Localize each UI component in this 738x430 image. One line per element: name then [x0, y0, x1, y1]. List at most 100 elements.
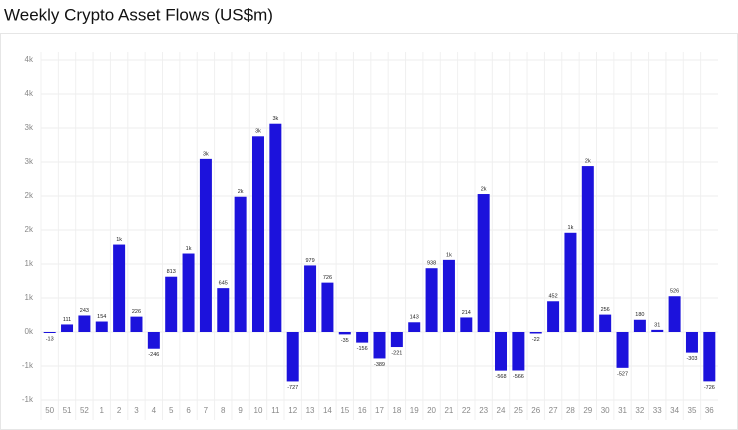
- data-label: -726: [704, 385, 715, 391]
- data-label: 979: [305, 258, 314, 264]
- data-label: -566: [513, 374, 524, 380]
- y-tick-label: 4k: [25, 89, 34, 98]
- data-label: 1k: [568, 225, 574, 231]
- x-tick-label: 14: [323, 406, 332, 415]
- x-tick-label: 30: [601, 406, 610, 415]
- x-tick-label: 50: [45, 406, 54, 415]
- data-label: -246: [148, 352, 159, 358]
- data-label: 214: [462, 310, 471, 316]
- x-tick-label: 7: [204, 406, 209, 415]
- y-tick-label: 1k: [25, 293, 34, 302]
- x-tick-label: 27: [549, 406, 558, 415]
- x-tick-label: 11: [271, 406, 280, 415]
- bar: [425, 268, 438, 332]
- bar: [703, 332, 716, 382]
- y-tick-label: 0k: [25, 327, 34, 336]
- x-tick-label: 20: [427, 406, 436, 415]
- data-label: 226: [132, 309, 141, 315]
- y-tick-label: -1k: [22, 395, 34, 404]
- data-label: -568: [496, 374, 507, 380]
- data-label: 938: [427, 261, 436, 267]
- data-label: 813: [167, 269, 176, 275]
- bar: [477, 194, 490, 332]
- data-label: -221: [391, 350, 402, 356]
- bar: [217, 288, 230, 332]
- x-tick-label: 35: [688, 406, 697, 415]
- bar: [321, 282, 334, 332]
- data-label: 180: [635, 312, 644, 318]
- x-tick-label: 23: [479, 406, 488, 415]
- bar: [338, 332, 351, 335]
- data-label: 1k: [446, 252, 452, 258]
- bar: [685, 332, 698, 353]
- bar: [43, 332, 56, 333]
- bar: [460, 317, 473, 332]
- bar: [269, 123, 282, 332]
- x-tick-label: 52: [80, 406, 89, 415]
- bar: [356, 332, 369, 343]
- bar: [495, 332, 508, 371]
- bar: [251, 136, 264, 332]
- bar: [61, 324, 74, 332]
- x-tick-label: 10: [254, 406, 263, 415]
- bar: [668, 296, 681, 332]
- bar: [113, 244, 126, 332]
- bar: [633, 319, 646, 332]
- bar: [199, 158, 212, 332]
- y-tick-label: 2k: [25, 225, 34, 234]
- data-label: 2k: [481, 186, 487, 192]
- data-label: 243: [80, 308, 89, 314]
- x-tick-label: 13: [306, 406, 315, 415]
- data-label: -22: [532, 337, 540, 343]
- data-label: 256: [601, 307, 610, 313]
- data-label: 143: [410, 315, 419, 321]
- x-tick-label: 2: [117, 406, 122, 415]
- data-label: 154: [97, 314, 106, 320]
- x-tick-label: 5: [169, 406, 174, 415]
- data-label: -156: [357, 346, 368, 352]
- x-tick-label: 9: [238, 406, 243, 415]
- data-label: -727: [287, 385, 298, 391]
- x-tick-label: 33: [653, 406, 662, 415]
- data-label: 645: [219, 281, 228, 287]
- y-tick-label: 1k: [25, 259, 34, 268]
- data-label: -13: [46, 336, 54, 342]
- bar: [234, 196, 247, 332]
- y-tick-label: 2k: [25, 191, 34, 200]
- chart-title: Weekly Crypto Asset Flows (US$m): [4, 5, 273, 24]
- x-tick-label: 17: [375, 406, 384, 415]
- bar: [547, 301, 560, 332]
- bar: [373, 332, 386, 359]
- x-tick-label: 4: [152, 406, 157, 415]
- data-label: -389: [374, 362, 385, 368]
- x-tick-label: 26: [531, 406, 540, 415]
- y-tick-label: 3k: [25, 157, 34, 166]
- data-label: 3k: [203, 151, 209, 157]
- x-tick-label: 32: [635, 406, 644, 415]
- bar: [286, 332, 299, 382]
- x-tick-label: 19: [410, 406, 419, 415]
- x-tick-label: 1: [100, 406, 105, 415]
- data-label: 1k: [186, 246, 192, 252]
- x-tick-label: 6: [186, 406, 191, 415]
- y-tick-label: 4k: [25, 55, 34, 64]
- bar: [147, 332, 160, 349]
- bar: [78, 315, 91, 332]
- data-label: 526: [670, 289, 679, 295]
- data-label: -303: [686, 356, 697, 362]
- bar: [130, 316, 143, 332]
- x-tick-label: 28: [566, 406, 575, 415]
- bar: [165, 276, 178, 332]
- x-tick-label: 34: [670, 406, 679, 415]
- data-label: 726: [323, 275, 332, 281]
- bar: [390, 332, 403, 348]
- y-tick-label: 3k: [25, 123, 34, 132]
- x-tick-label: 8: [221, 406, 226, 415]
- data-label: 111: [63, 317, 71, 323]
- data-label: 3k: [272, 116, 278, 122]
- x-tick-label: 21: [444, 406, 453, 415]
- bar: [408, 322, 421, 332]
- bar: [442, 259, 455, 332]
- x-tick-label: 18: [392, 406, 401, 415]
